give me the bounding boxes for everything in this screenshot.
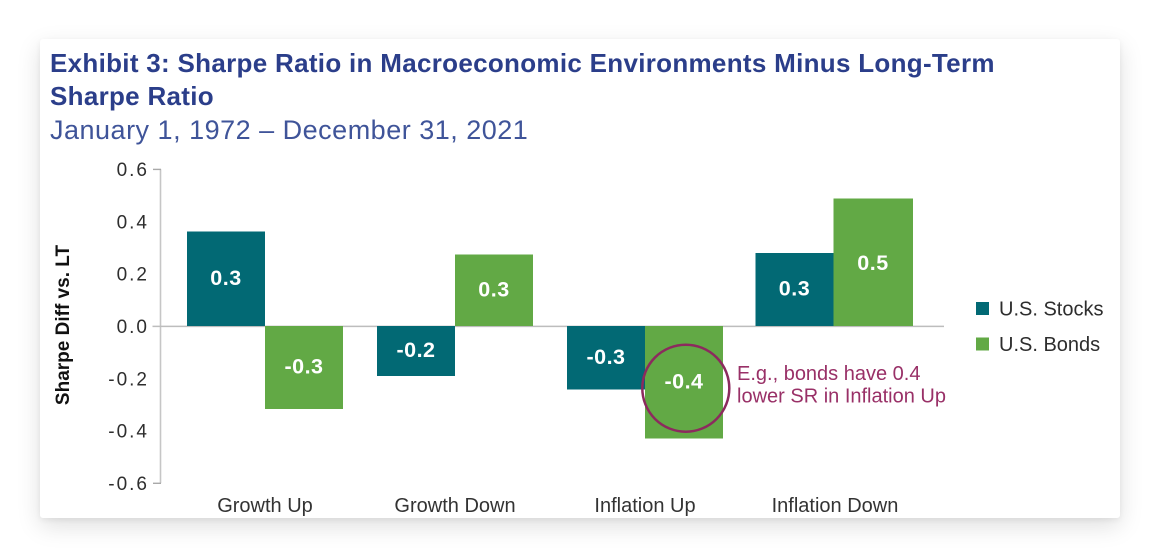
- svg-text:Inflation Up: Inflation Up: [594, 495, 695, 517]
- svg-text:0.0: 0.0: [117, 317, 149, 338]
- svg-text:0.5: 0.5: [857, 251, 888, 275]
- svg-text:Growth Down: Growth Down: [394, 495, 515, 517]
- svg-text:E.g., bonds have 0.4: E.g., bonds have 0.4: [737, 363, 920, 385]
- svg-text:Inflation Down: Inflation Down: [772, 495, 899, 517]
- svg-text:0.6: 0.6: [117, 160, 149, 181]
- svg-text:-0.2: -0.2: [108, 369, 149, 390]
- svg-text:0.3: 0.3: [779, 277, 810, 301]
- svg-text:0.3: 0.3: [210, 266, 241, 290]
- svg-text:-0.2: -0.2: [396, 338, 435, 362]
- svg-text:-0.4: -0.4: [664, 369, 703, 393]
- svg-text:0.3: 0.3: [478, 277, 509, 301]
- svg-text:Sharpe Diff vs. LT: Sharpe Diff vs. LT: [53, 245, 74, 406]
- svg-text:-0.4: -0.4: [108, 422, 149, 443]
- svg-text:-0.3: -0.3: [284, 355, 323, 379]
- svg-text:-0.3: -0.3: [586, 345, 625, 369]
- svg-text:-0.6: -0.6: [108, 474, 149, 495]
- svg-text:lower SR in Inflation Up: lower SR in Inflation Up: [737, 385, 946, 407]
- svg-text:Growth Up: Growth Up: [217, 495, 313, 517]
- svg-text:U.S. Bonds: U.S. Bonds: [999, 334, 1100, 356]
- svg-text:0.4: 0.4: [117, 212, 149, 233]
- svg-text:0.2: 0.2: [117, 265, 149, 286]
- svg-text:U.S. Stocks: U.S. Stocks: [999, 298, 1103, 320]
